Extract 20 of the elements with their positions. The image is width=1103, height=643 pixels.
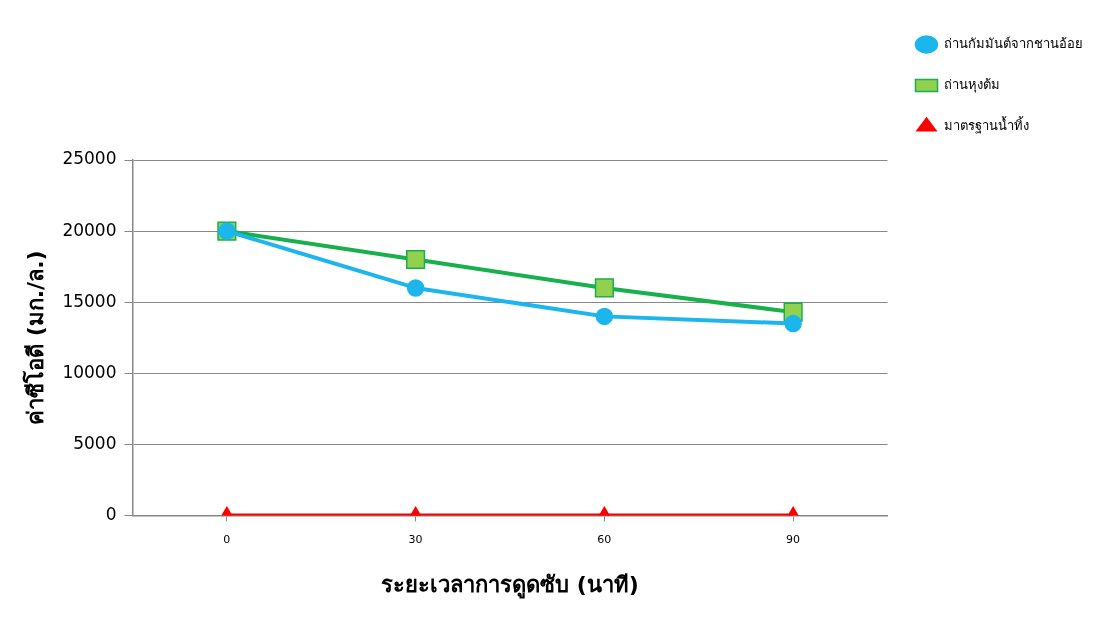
point (595, 307, 614, 326)
y-tick-label: 20000 (62, 219, 117, 240)
point (406, 279, 425, 297)
x-axis-title: ระยะเวลาการดูดซับ (นาที) (381, 571, 639, 599)
y-tick-label: 25000 (62, 148, 117, 169)
x-tick-label: 0 (223, 532, 231, 546)
x-tick-label: 90 (786, 532, 801, 546)
legend-label: ถ่านกัมมันต์จากชานอ้อย (944, 35, 1083, 51)
x-tick-label: 30 (408, 532, 423, 546)
y-tick-label: 5000 (73, 432, 117, 453)
y-axis-title: ค่าซีโอดี (มก./ล.) (21, 250, 48, 425)
y-tick-label: 15000 (62, 290, 117, 311)
point (784, 314, 802, 333)
x-tick-label: 60 (597, 532, 612, 546)
point (594, 278, 614, 298)
y-tick-label: 10000 (62, 361, 117, 382)
point (406, 249, 426, 270)
legend-label: มาตรฐานน้ำทิ้ง (944, 115, 1029, 134)
legend-label: ถ่านหุงต้ม (944, 76, 1000, 93)
y-tick-label: 0 (105, 503, 117, 524)
